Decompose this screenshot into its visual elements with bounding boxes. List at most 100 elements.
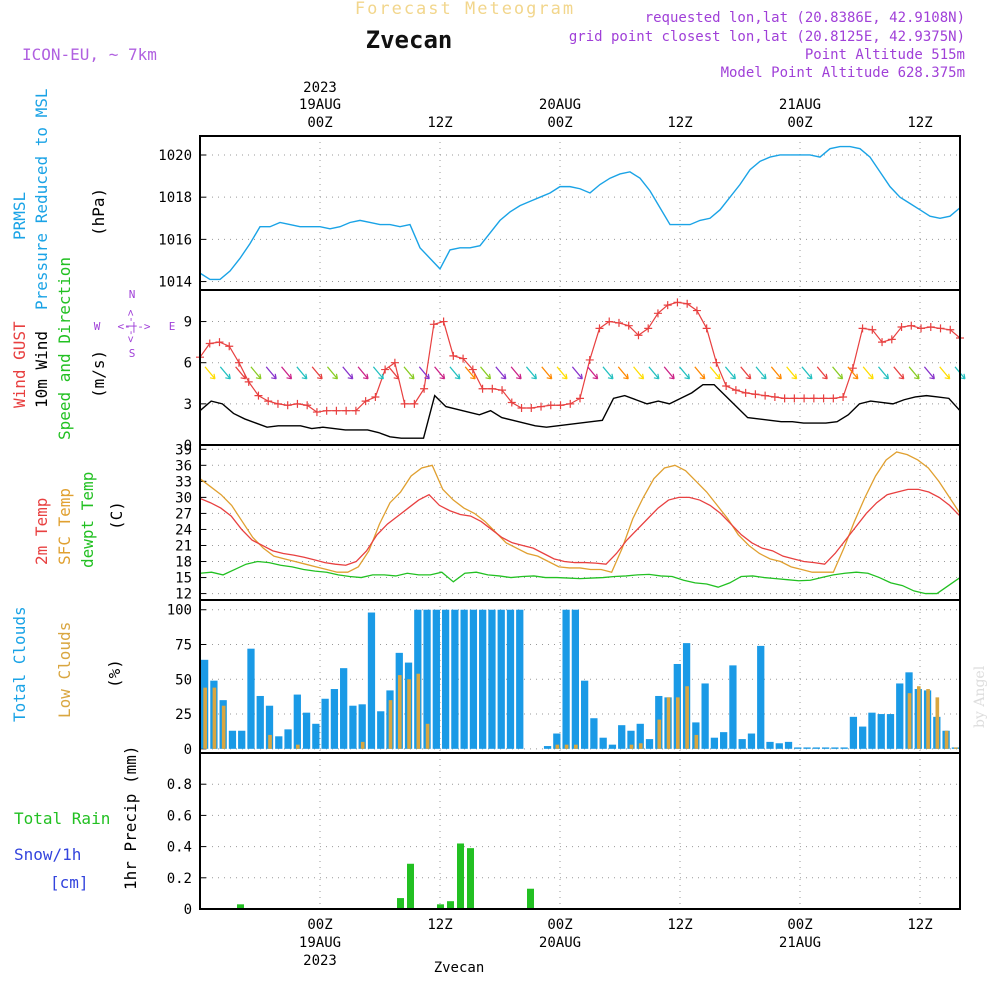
compass-east: E: [169, 320, 176, 333]
total-cloud-bar-60: [757, 645, 765, 749]
gust-marker-29: [478, 384, 487, 393]
ytick-label-4-1: 0.2: [167, 871, 192, 887]
low-cloud-bar-0: [203, 687, 207, 749]
top-time-hour-0: 00Z: [307, 115, 332, 131]
total-cloud-bar-30: [479, 609, 487, 749]
compass-north: N: [129, 288, 136, 301]
precip-unit: 1hr Precip (mm): [121, 746, 140, 891]
gust-marker-2: [215, 338, 224, 347]
total-cloud-bar-73: [877, 714, 885, 749]
gust-marker-51: [692, 306, 701, 315]
gust-marker-50: [683, 299, 692, 308]
total-cloud-bar-25: [432, 609, 440, 749]
gust-marker-45: [634, 331, 643, 340]
dewpt-label: dewpt Temp: [78, 472, 97, 568]
ytick-label-0-1: 1016: [158, 232, 192, 248]
total-cloud-bar-55: [710, 737, 719, 749]
gust-marker-5: [244, 377, 253, 386]
total-cloud-bar-19: [377, 711, 385, 749]
gust-marker-44: [624, 321, 633, 330]
temp2m-line: [199, 488, 961, 566]
low-cloud-bar-40: [574, 744, 578, 749]
rain-bar-7: [527, 888, 534, 909]
wind-direction-arrow-28: [633, 366, 645, 380]
rain-bar-1: [397, 898, 404, 909]
compass-west: W: [94, 320, 101, 333]
gust-marker-17: [361, 397, 370, 406]
clouds-unit: (%): [105, 659, 124, 688]
info-model-altitude: Model Point Altitude 628.375m: [721, 65, 965, 81]
ytick-label-4-0: 0: [184, 902, 192, 918]
low-cloud-bar-46: [629, 744, 634, 749]
total-cloud-bar-13: [321, 698, 329, 749]
low-cloud-bar-24: [425, 723, 430, 749]
gust-marker-42: [605, 317, 614, 326]
gust-marker-24: [429, 320, 438, 329]
bottom-time-hour-5: 12Z: [907, 917, 932, 933]
low-cloud-bar-7: [268, 734, 272, 749]
total-cloud-bar-66: [812, 747, 820, 749]
temp-unit: (C): [107, 501, 126, 530]
wind-direction-arrow-0: [204, 366, 216, 380]
gust-marker-65: [829, 394, 838, 403]
gust-marker-40: [585, 355, 594, 364]
gust-marker-72: [897, 323, 906, 332]
total-cloud-bar-14: [330, 689, 339, 749]
low-cloud-bar-50: [666, 697, 671, 749]
wind10m-label: 10m Wind: [32, 331, 51, 408]
gust-marker-47: [653, 309, 662, 318]
low-cloud-bar-80: [944, 730, 949, 749]
wind-direction-arrow-18: [480, 366, 492, 380]
gust-marker-48: [663, 301, 672, 310]
panel-frame-1: [199, 289, 961, 446]
total-cloud-bar-9: [284, 729, 292, 749]
info-point-altitude: Point Altitude 515m: [805, 47, 965, 63]
top-time-date-2: 20AUG: [539, 97, 581, 113]
gust-marker-18: [371, 392, 380, 401]
gust-marker-9: [283, 401, 292, 410]
total-cloud-bar-68: [831, 747, 839, 749]
ytick-label-1-2: 6: [184, 356, 192, 372]
total-cloud-bar-44: [608, 744, 617, 749]
rain-bar-5: [457, 843, 464, 909]
plot-panels: 1014101610181020036912151821242730333639…: [158, 135, 966, 918]
wind-direction-arrow-21: [525, 366, 538, 380]
pressure-line: [199, 145, 961, 281]
total-cloud-bar-72: [868, 712, 876, 749]
wind10m-line: [199, 383, 961, 439]
panel-4: 0 0.2 0.4 0.6 0.8: [167, 753, 960, 918]
dewpt-line: [199, 560, 961, 595]
gust-marker-14: [332, 406, 341, 415]
rain-label: Total Rain: [14, 809, 110, 828]
wind-direction-arrow-8: [326, 366, 339, 380]
total-cloud-bar-7: [265, 705, 274, 749]
total-cloud-bar-34: [516, 609, 524, 749]
wind-direction-arrow-32: [694, 366, 706, 380]
panel-frame-0: [199, 135, 961, 291]
ytick-label-3-2: 50: [175, 672, 192, 688]
wind-direction-arrow-2: [235, 366, 247, 380]
total-cloud-bar-58: [738, 739, 746, 749]
wind-direction-arrow-23: [556, 366, 568, 380]
ytick-label-2-8: 36: [175, 458, 192, 474]
gust-marker-20: [390, 358, 399, 367]
top-time-hour-3: 12Z: [667, 115, 692, 131]
total-cloud-bar-47: [636, 723, 644, 749]
rain-bar-2: [407, 863, 414, 909]
gust-marker-41: [595, 324, 604, 333]
low-cloud-bar-39: [564, 744, 569, 749]
total-cloud-bar-61: [766, 741, 774, 749]
bottom-time-hour-2: 00Z: [547, 917, 572, 933]
ytick-label-2-2: 18: [175, 555, 192, 571]
low-cloud-bar-23: [416, 673, 421, 749]
wind-direction-arrow-41: [832, 366, 844, 380]
wind-direction-arrow-10: [357, 366, 369, 380]
total-cloud-bar-40: [571, 609, 579, 749]
low-cloud-bar-10: [296, 744, 300, 749]
total-cloud-bar-10: [293, 694, 301, 749]
wind-direction-arrow-48: [939, 366, 951, 380]
wind-direction-arrow-5: [281, 366, 293, 380]
wind-dir-label: Speed and Direction: [55, 257, 74, 440]
wind-direction-arrow-44: [878, 366, 890, 380]
